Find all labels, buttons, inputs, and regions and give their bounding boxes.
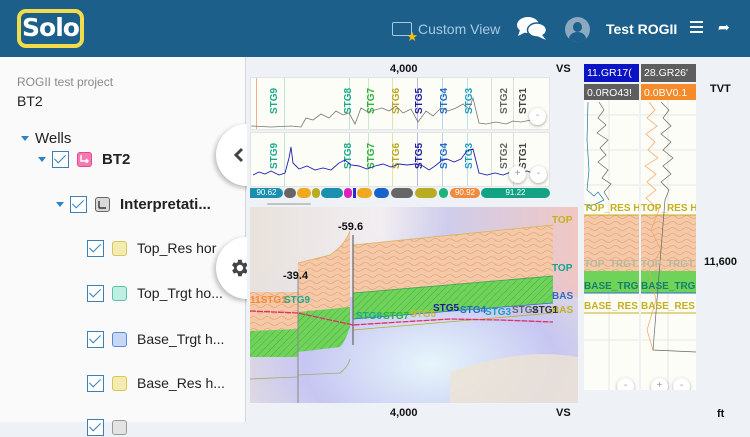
horizon-checkbox[interactable]: [87, 330, 104, 348]
tree-node-wells[interactable]: Wells: [21, 128, 71, 148]
section-view[interactable]: -59.6 -39.4 TOP TOP BAS BAS 11STG1 STG9 …: [250, 207, 578, 403]
fault-throw-label: -59.6: [338, 221, 364, 233]
zoom-out-button[interactable]: -: [529, 108, 546, 125]
horizontal-scrollbar[interactable]: [267, 203, 311, 205]
log-panel-1[interactable]: STG9 STG8 STG7 STG6 STG5 STG4 STG3 STG2 …: [250, 77, 550, 130]
log-track-2[interactable]: TOP_RES H TOP_TRGT BASE_TRG BASE_RES + -: [641, 100, 696, 390]
user-name[interactable]: Test ROGII: [606, 21, 678, 37]
logout-icon[interactable]: ➦: [718, 19, 730, 35]
horizon-checkbox[interactable]: [87, 418, 104, 436]
chat-icon[interactable]: [516, 15, 548, 41]
solo-logo[interactable]: Solo: [17, 9, 84, 48]
tree-node-interpretation[interactable]: Interpretati...: [56, 194, 211, 214]
gear-icon: [232, 259, 248, 277]
tree-node-horizon[interactable]: Top_Res hor: [87, 238, 216, 258]
bottom-axis-value: 4,000: [390, 407, 418, 419]
fault-throw-label: -39.4: [283, 270, 309, 282]
track-1-header-top[interactable]: 11.GR17(: [584, 64, 639, 82]
custom-view-label: Custom View: [418, 21, 501, 37]
interpretation-icon: [95, 196, 110, 212]
track-2-header-top[interactable]: 28.GR26': [641, 64, 696, 82]
horizon-checkbox[interactable]: [87, 374, 104, 392]
horizon-icon: [112, 331, 127, 347]
tree-node-partial[interactable]: [87, 417, 137, 437]
caret-down-icon[interactable]: [56, 201, 64, 207]
tree-node-horizon[interactable]: Base_Res h...: [87, 373, 225, 393]
log-track-1[interactable]: TOP_RES H TOP_TRGT BASE_TRG BASE_RES -: [584, 100, 639, 390]
caret-down-icon[interactable]: [38, 156, 46, 162]
depth-value: 11,600: [704, 256, 738, 268]
tree-node-well-bt2[interactable]: BT2: [38, 149, 130, 169]
track-zoom-out-button[interactable]: -: [673, 378, 690, 390]
top-axis-value: 4,000: [390, 63, 418, 75]
section-canvas: [250, 207, 578, 403]
log-panel-2[interactable]: STG9 STG8 STG7 STG6 STG5 STG4 STG3 STG2 …: [250, 132, 550, 187]
custom-view-icon: ★: [392, 22, 418, 43]
tree-node-horizon[interactable]: Base_Trgt h...: [87, 329, 224, 349]
top-axis-unit: VS: [556, 63, 571, 75]
tvt-axis-label: TVT: [710, 83, 731, 95]
project-name: ROGII test project: [17, 75, 114, 89]
well-title: BT2: [17, 93, 43, 109]
project-sidebar: ROGII test project BT2 Wells BT2 Interpr…: [0, 57, 246, 436]
depth-unit: ft: [717, 408, 725, 420]
caret-down-icon[interactable]: [21, 135, 29, 141]
bottom-axis-unit: VS: [556, 407, 571, 419]
horizon-checkbox[interactable]: [87, 284, 104, 302]
horizon-icon: [112, 240, 127, 256]
interpretation-checkbox[interactable]: [70, 195, 87, 213]
custom-view-button[interactable]: ★ Custom View: [392, 19, 501, 43]
log-tracks: 11.GR17( 0.0RO43! 28.GR26' 0.0BV0.1 TVT …: [581, 57, 750, 422]
track-zoom-in-button[interactable]: +: [651, 378, 668, 390]
well-checkbox[interactable]: [52, 150, 69, 168]
horizon-icon: [112, 285, 127, 301]
hamburger-menu-icon[interactable]: [690, 21, 703, 34]
tree-node-horizon[interactable]: Top_Trgt ho...: [87, 283, 223, 303]
horizon-checkbox[interactable]: [87, 239, 104, 257]
zone-bar[interactable]: 90.62 90.92 91.22: [250, 188, 550, 198]
main-view: 4,000 VS STG9 STG8 STG7 STG6 STG5 STG4 S…: [247, 57, 580, 422]
app-header: Solo ★ Custom View Test ROGII ➦: [0, 0, 750, 57]
chevron-left-icon: [233, 147, 244, 163]
zoom-in-button[interactable]: +: [509, 166, 526, 183]
horizon-icon: [112, 375, 127, 391]
track-zoom-out-button[interactable]: -: [617, 378, 634, 390]
zoom-out-button[interactable]: -: [530, 166, 547, 183]
gamma-log-curve: [251, 96, 547, 128]
avatar-icon[interactable]: [565, 17, 590, 42]
track-2-header-bottom[interactable]: 0.0BV0.1: [641, 84, 696, 102]
rop-log-curve: [252, 146, 548, 176]
track-1-header-bottom[interactable]: 0.0RO43!: [584, 84, 639, 102]
well-icon: [77, 151, 92, 167]
